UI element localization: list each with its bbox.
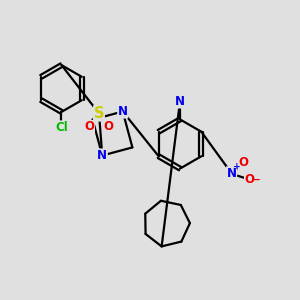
Text: O: O <box>103 120 114 134</box>
Text: N: N <box>175 95 185 108</box>
Text: Cl: Cl <box>55 121 68 134</box>
Text: −: − <box>252 174 261 184</box>
Text: N: N <box>226 167 237 180</box>
Text: O: O <box>84 120 94 134</box>
Text: O: O <box>238 156 248 170</box>
Text: S: S <box>94 106 104 121</box>
Text: +: + <box>232 162 240 171</box>
Text: N: N <box>97 149 107 162</box>
Text: O: O <box>244 173 255 186</box>
Text: N: N <box>118 105 128 118</box>
